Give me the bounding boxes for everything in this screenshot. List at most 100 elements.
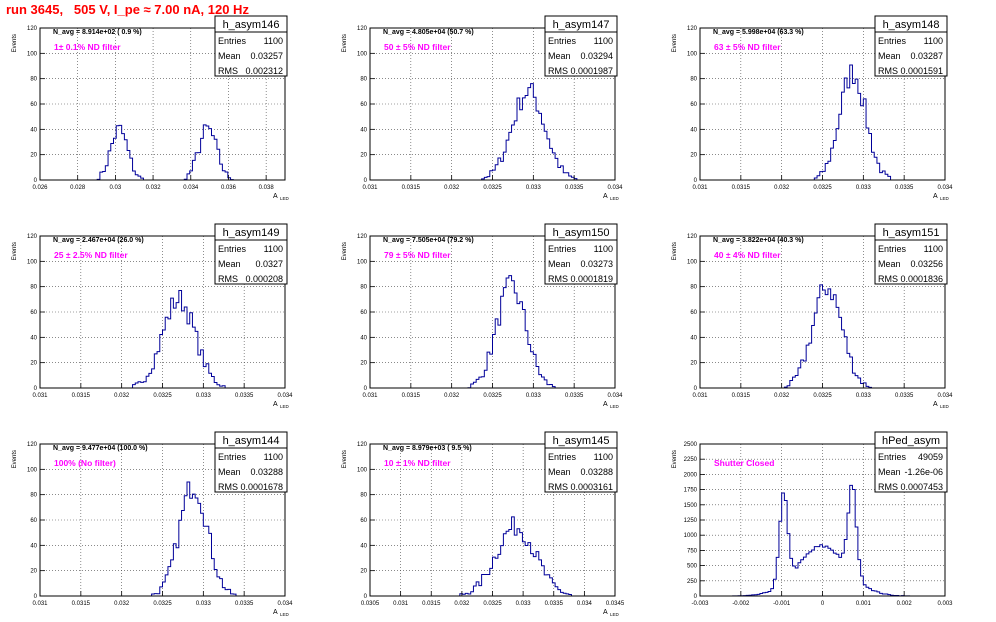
x-tick-label: 0.031	[362, 393, 378, 399]
x-axis-title: A	[603, 609, 608, 616]
x-tick-label: 0.0325	[813, 393, 832, 399]
stats-label-rms: RMS	[878, 66, 898, 76]
x-tick-label: 0.038	[259, 185, 275, 191]
x-tick-label: 0.003	[937, 601, 953, 607]
y-tick-label: 100	[27, 259, 38, 265]
stats-label-entries: Entries	[218, 452, 247, 462]
y-tick-label: 250	[687, 579, 698, 585]
x-axis-subscript: LED	[610, 404, 620, 409]
x-tick-label: 0.026	[32, 185, 48, 191]
x-tick-label: 0.034	[937, 393, 953, 399]
x-tick-label: 0.034	[277, 393, 293, 399]
x-tick-label: 0.033	[856, 393, 872, 399]
x-tick-label: 0.0325	[813, 185, 832, 191]
histogram-panel: 0.0305 0.031 0.0315 0.032 0.0325 0.033 0.0335 0…	[342, 431, 625, 617]
x-axis-subscript: LED	[940, 196, 950, 201]
stats-label-entries: Entries	[548, 244, 577, 254]
y-tick-label: 750	[687, 548, 698, 554]
x-tick-label: 0.0335	[235, 393, 254, 399]
navg-label: N_avg = 8.979e+03 ( 9.5 %)	[383, 445, 472, 452]
stats-value-entries: 1100	[264, 452, 283, 462]
stats-box	[874, 15, 948, 77]
y-tick-label: 120	[27, 234, 38, 240]
stats-value-entries: 1100	[924, 244, 943, 254]
x-tick-label: 0.0315	[402, 393, 421, 399]
stats-box	[544, 431, 618, 493]
histogram-panel: 0.031 0.0315 0.032 0.0325 0.033 0.0335 0.034 0 2…	[672, 15, 953, 201]
x-tick-label: 0.0335	[565, 393, 584, 399]
histogram-panel: 0.031 0.0315 0.032 0.0325 0.033 0.0335 0.034 0 2…	[342, 223, 623, 409]
y-tick-label: 1500	[684, 503, 698, 509]
x-tick-label: 0.033	[516, 601, 532, 607]
histogram-line	[700, 284, 945, 389]
x-axis-title: A	[933, 193, 938, 200]
filter-label: 63 ± 5% ND filter	[714, 42, 781, 52]
x-tick-label: 0.034	[277, 601, 293, 607]
y-tick-label: 40	[690, 335, 697, 341]
y-tick-label: 0	[694, 178, 698, 184]
histogram-name: h_asym145	[553, 435, 610, 447]
navg-label: N_avg = 2.467e+04 (26.0 %)	[53, 237, 144, 244]
y-tick-label: 80	[690, 77, 697, 83]
x-tick-label: 0.031	[32, 393, 48, 399]
y-tick-label: 120	[357, 26, 368, 32]
x-tick-label: 0.0335	[545, 601, 564, 607]
x-axis-title: A	[273, 401, 278, 408]
y-tick-label: 0	[34, 594, 38, 600]
y-tick-label: 2500	[684, 442, 698, 448]
y-tick-label: 60	[360, 518, 367, 524]
y-tick-label: 0	[364, 386, 368, 392]
y-tick-label: 0	[694, 594, 698, 600]
x-tick-label: 0.0335	[565, 185, 584, 191]
y-tick-label: 40	[30, 335, 37, 341]
x-tick-label: 0.002	[897, 601, 913, 607]
stats-box	[214, 223, 288, 285]
y-tick-label: 40	[360, 335, 367, 341]
x-tick-label: 0.034	[183, 185, 199, 191]
x-axis-title: A	[273, 193, 278, 200]
y-tick-label: 100	[357, 467, 368, 473]
y-axis-title: Events	[12, 450, 18, 468]
stats-value-rms: 0.0001819	[570, 274, 613, 284]
y-tick-label: 120	[27, 26, 38, 32]
y-tick-label: 60	[360, 102, 367, 108]
y-tick-label: 100	[27, 51, 38, 57]
filter-label: 50 ± 5% ND filter	[384, 42, 451, 52]
histogram-line	[700, 484, 945, 597]
histogram-panel: -0.003 -0.002 -0.001 0 0.001 0.002 0.003 0 250 50…	[672, 431, 953, 607]
navg-label: N_avg = 5.998e+04 (63.3 %)	[713, 29, 804, 36]
x-axis-subscript: LED	[610, 612, 620, 617]
stats-value-mean: -1.26e-06	[904, 467, 943, 477]
navg-label: N_avg = 4.805e+04 (50.7 %)	[383, 29, 474, 36]
y-tick-label: 2000	[684, 472, 698, 478]
x-tick-label: 0.034	[577, 601, 593, 607]
stats-label-entries: Entries	[218, 244, 247, 254]
histogram-name: h_asym147	[553, 19, 610, 31]
y-tick-label: 80	[690, 285, 697, 291]
y-tick-label: 40	[690, 127, 697, 133]
y-tick-label: 80	[360, 77, 367, 83]
stats-value-entries: 1100	[594, 36, 613, 46]
x-tick-label: 0.034	[937, 185, 953, 191]
navg-label: N_avg = 8.914e+02 ( 0.9 %)	[53, 29, 142, 36]
x-tick-label: 0.0315	[422, 601, 441, 607]
x-tick-label: 0.032	[114, 601, 130, 607]
x-tick-label: 0.032	[444, 185, 460, 191]
stats-value-mean: 0.03273	[580, 259, 613, 269]
y-axis-title: Events	[342, 34, 348, 52]
y-axis-title: Events	[342, 242, 348, 260]
y-tick-label: 80	[30, 77, 37, 83]
x-tick-label: 0.0325	[483, 601, 502, 607]
x-tick-label: 0.0345	[606, 601, 625, 607]
stats-label-mean: Mean	[878, 467, 901, 477]
stats-label-mean: Mean	[548, 467, 571, 477]
x-axis-subscript: LED	[610, 196, 620, 201]
histogram-name: h_asym150	[553, 227, 610, 239]
x-axis-title: A	[603, 401, 608, 408]
y-axis-title: Events	[672, 242, 678, 260]
stats-box	[214, 15, 288, 77]
x-tick-label: 0.028	[70, 185, 86, 191]
x-tick-label: 0.033	[526, 185, 542, 191]
x-axis-subscript: LED	[280, 196, 290, 201]
y-tick-label: 1250	[684, 518, 698, 524]
